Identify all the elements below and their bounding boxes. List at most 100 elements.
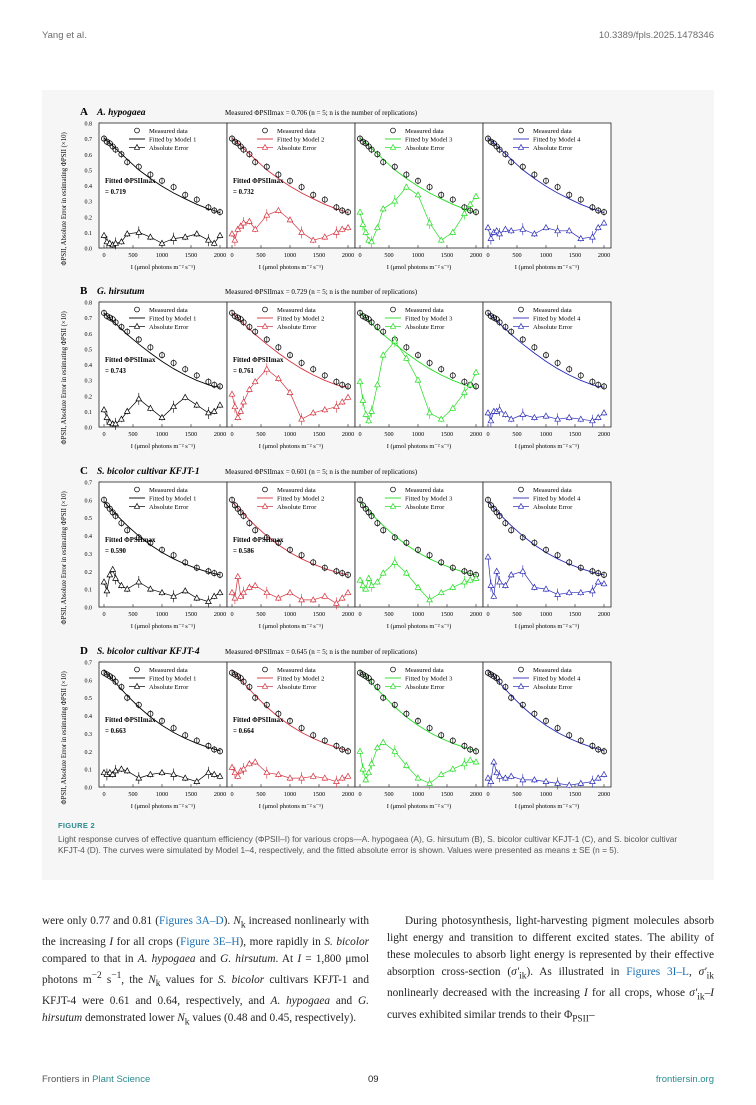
legend-model-label: Fitted by Model 1 — [149, 676, 196, 683]
legend-error-label: Absolute Error — [277, 145, 317, 152]
absolute-error-point — [356, 377, 364, 385]
legend-error-icon — [517, 143, 525, 150]
absolute-error-point — [484, 409, 492, 416]
measured-point — [333, 204, 340, 211]
absolute-error-point — [391, 337, 399, 344]
absolute-error-point — [487, 417, 495, 424]
legend-measured-icon — [518, 666, 524, 673]
figure-3a-d-link[interactable]: Figures 3A–D — [159, 915, 224, 927]
absolute-error-point — [338, 398, 346, 405]
measured-point — [333, 568, 340, 575]
absolute-error-point — [298, 774, 305, 781]
fitted-title: Fitted ΦPSIImax — [105, 357, 156, 364]
panel-crop-A: A. hypogaea — [96, 108, 146, 118]
absolute-error-point — [461, 760, 468, 767]
x-tick-label: 1500 — [441, 611, 453, 618]
fitted-value: = 0.761 — [233, 368, 254, 375]
measured-point — [365, 509, 372, 516]
x-axis-label: I (μmol photons m⁻² s⁻¹) — [387, 443, 451, 450]
absolute-error-point — [577, 415, 585, 422]
absolute-error-point — [263, 768, 271, 776]
absolute-error-point — [487, 581, 495, 588]
figure-3i-l-link[interactable]: Figures 3I–L — [626, 966, 689, 978]
subplot-D-model4: 0 500 1000 1500 2000 I (μmol photons m⁻² s⁻¹)… — [482, 661, 612, 810]
legend-model-label: Fitted by Model 2 — [277, 496, 324, 503]
measured-point — [118, 520, 125, 527]
subplot-A-model1: 0 500 1000 1500 2000 I (μmol photons m⁻² s⁻¹)… — [98, 122, 228, 271]
absolute-error-point — [135, 395, 143, 402]
x-tick-label: 500 — [128, 791, 137, 798]
measured-point — [193, 737, 200, 744]
absolute-error-point — [519, 410, 527, 417]
subplot-frame — [98, 661, 228, 788]
subplot-frame — [482, 661, 612, 788]
measured-point — [240, 146, 247, 153]
subplot-B-model3: 0 500 1000 1500 2000 I (μmol photons m⁻² s⁻¹)… — [354, 301, 484, 450]
panel-measured-note-D: Measured ΦPSIImax = 0.645 (n = 5; n is t… — [225, 648, 418, 656]
legend-model-label: Fitted by Model 2 — [277, 137, 324, 144]
measured-point — [403, 171, 410, 178]
figure-2-box: A A. hypogaea Measured ΦPSIImax = 0.706 (n… — [42, 90, 714, 880]
absolute-error-point — [263, 588, 271, 596]
absolute-error-point — [519, 567, 527, 574]
absolute-error-point — [158, 239, 166, 246]
measured-point — [589, 204, 596, 211]
absolute-error-point — [118, 581, 125, 588]
measured-point — [240, 319, 247, 326]
measured-point — [310, 191, 317, 198]
footer-site-link[interactable]: frontiersin.org — [655, 1074, 714, 1085]
measured-point — [170, 552, 177, 559]
absolute-error-point — [118, 238, 125, 245]
measured-point — [298, 359, 305, 366]
footer-journal-link[interactable]: Plant Science — [92, 1074, 151, 1085]
x-tick-label: 1000 — [412, 252, 424, 259]
absolute-error-point — [496, 406, 503, 413]
fitted-line — [487, 669, 605, 752]
absolute-error-point — [275, 206, 282, 213]
absolute-error-point — [502, 225, 509, 232]
measured-point — [426, 552, 433, 559]
measured-point — [391, 701, 398, 708]
absolute-error-point — [263, 211, 271, 218]
absolute-error-point — [391, 747, 399, 754]
absolute-error-point — [170, 234, 177, 241]
x-tick-label: 1000 — [540, 252, 552, 259]
figure-3e-h-link[interactable]: Figure 3E–H — [180, 936, 240, 949]
absolute-error-point — [123, 230, 131, 237]
legend-error-icon — [261, 143, 269, 150]
absolute-error-point — [565, 781, 573, 788]
measured-point — [359, 502, 366, 509]
x-tick-label: 500 — [128, 252, 137, 259]
absolute-error-point — [246, 583, 253, 590]
subplot-C-model3: 0 500 1000 1500 2000 I (μmol photons m⁻² s⁻¹)… — [354, 481, 484, 630]
absolute-error-point — [103, 413, 111, 420]
subplot-frame — [98, 301, 228, 428]
y-tick-label: 0.0 — [85, 786, 93, 792]
y-tick-label: 0.3 — [85, 732, 93, 738]
measured-point — [577, 372, 584, 379]
absolute-error-point — [106, 571, 114, 578]
measured-point — [231, 671, 238, 678]
x-tick-label: 1500 — [185, 791, 197, 798]
legend-error-label: Absolute Error — [149, 504, 189, 511]
legend-error-label: Absolute Error — [533, 684, 573, 691]
measured-point — [170, 359, 177, 366]
legend-model-label: Fitted by Model 4 — [533, 496, 581, 503]
absolute-error-point — [321, 774, 329, 781]
panel-letter-A: A — [80, 106, 88, 118]
y-axis-label-B: ΦPSII, Absolute Error in estimating ΦPSI… — [61, 311, 68, 444]
measured-point — [118, 323, 125, 330]
measured-point — [112, 319, 119, 326]
measured-point — [193, 196, 200, 203]
measured-point — [298, 725, 305, 732]
measured-point — [182, 732, 189, 739]
x-tick-label: 0 — [358, 431, 361, 438]
x-tick-label: 0 — [358, 252, 361, 259]
x-axis-label: I (μmol photons m⁻² s⁻¹) — [387, 803, 451, 810]
absolute-error-point — [472, 574, 480, 581]
absolute-error-point — [321, 592, 329, 599]
absolute-error-point — [356, 747, 364, 754]
absolute-error-point — [344, 393, 352, 400]
x-tick-label: 1500 — [441, 252, 453, 259]
measured-point — [374, 323, 381, 330]
